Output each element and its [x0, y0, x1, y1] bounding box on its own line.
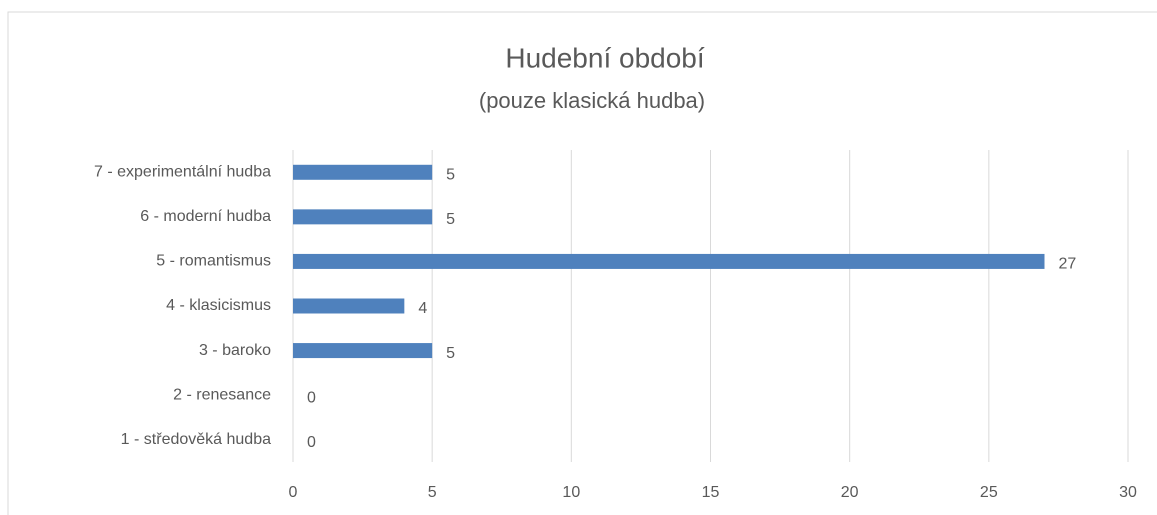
data-label: 27 — [1059, 256, 1077, 273]
x-tick-label: 5 — [428, 484, 437, 501]
y-tick-label: 2 - renesance — [173, 386, 271, 403]
bar — [293, 164, 433, 180]
bar — [293, 253, 1045, 269]
chart-title: Hudební období — [505, 42, 705, 73]
bar — [293, 209, 433, 225]
x-tick-label: 10 — [562, 484, 580, 501]
data-label: 0 — [307, 434, 316, 451]
y-tick-label: 5 - romantismus — [156, 253, 271, 270]
y-tick-label: 4 - klasicismus — [166, 297, 271, 314]
y-tick-label: 7 - experimentální hudba — [94, 164, 271, 181]
data-label: 4 — [418, 300, 427, 317]
data-label: 0 — [307, 389, 316, 406]
y-tick-label: 3 - baroko — [199, 342, 271, 359]
data-label: 5 — [446, 211, 455, 228]
y-tick-label: 1 - středověká hudba — [121, 431, 271, 448]
x-tick-label: 15 — [702, 484, 720, 501]
data-label: 5 — [446, 167, 455, 184]
x-tick-label: 20 — [841, 484, 859, 501]
y-tick-label: 6 - moderní hudba — [140, 208, 271, 225]
bar — [293, 343, 433, 359]
chart-subtitle: (pouze klasická hudba) — [479, 88, 705, 113]
x-tick-label: 0 — [289, 484, 298, 501]
x-tick-label: 25 — [980, 484, 998, 501]
x-tick-label: 30 — [1119, 484, 1137, 501]
data-label: 5 — [446, 345, 455, 362]
chart-border — [7, 11, 1157, 515]
bar — [293, 298, 405, 314]
